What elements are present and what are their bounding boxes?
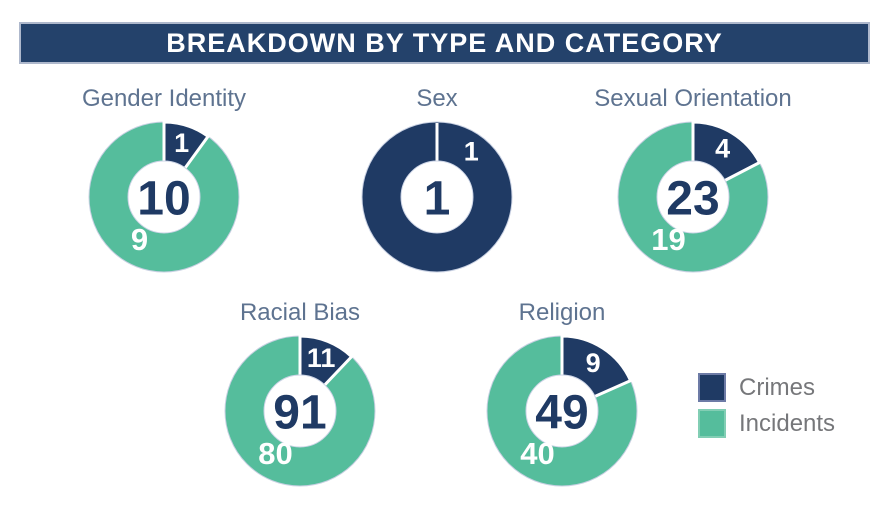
donut-hole	[525, 374, 599, 448]
crimes-value-label: 1	[464, 136, 479, 166]
donut-svg-religion: 49 9 40	[486, 334, 638, 487]
legend-item-crimes: Crimes	[698, 373, 835, 402]
donut-total-value: 1	[424, 173, 451, 226]
crimes-value-label: 4	[715, 133, 730, 163]
incidents-swatch	[698, 409, 726, 438]
header-bar: BREAKDOWN BY TYPE AND CATEGORY	[19, 22, 870, 64]
incidents-value-label: 19	[651, 222, 685, 257]
donut-hole	[400, 160, 474, 234]
incidents-value-label: 80	[258, 436, 292, 471]
donut-chart-racial-bias: Racial Bias 91 11 80	[185, 299, 415, 510]
donut-total-value: 10	[137, 173, 190, 226]
donut-total-value: 91	[273, 387, 326, 440]
donut-total-value: 23	[666, 173, 719, 226]
donut-svg-gender-identity: 10 1 9	[88, 120, 240, 273]
donut-hole	[656, 160, 730, 234]
donut-svg-racial-bias: 91 11 80	[224, 334, 376, 487]
donut-svg-sex: 11	[361, 121, 513, 273]
chart-title-sex: Sex	[416, 85, 458, 112]
donut-total-value: 49	[535, 387, 588, 440]
donut-hole	[263, 374, 337, 448]
chart-title-racial-bias: Racial Bias	[239, 299, 361, 326]
header-title: BREAKDOWN BY TYPE AND CATEGORY	[166, 27, 723, 58]
donut-chart-religion: Religion 49 9 40	[447, 299, 677, 510]
crimes-value-label: 1	[174, 128, 189, 158]
donut-svg-sexual-orientation: 23 4 19	[617, 120, 769, 273]
crimes-swatch	[698, 373, 726, 402]
donut-hole	[127, 160, 201, 234]
chart-title-gender-identity: Gender Identity	[81, 85, 247, 112]
legend-label-incidents: Incidents	[739, 410, 836, 437]
legend-item-incidents: Incidents	[698, 409, 835, 438]
incidents-value-label: 40	[520, 436, 554, 471]
donut-chart-sexual-orientation: Sexual Orientation 23 4 19	[578, 85, 808, 299]
incidents-value-label: 9	[131, 222, 148, 257]
legend: Crimes Incidents	[698, 373, 835, 445]
crimes-value-label: 9	[586, 348, 601, 378]
donut-chart-gender-identity: Gender Identity 10 1 9	[49, 85, 279, 299]
chart-title-sexual-orientation: Sexual Orientation	[594, 85, 792, 112]
legend-label-crimes: Crimes	[739, 374, 815, 401]
crimes-value-label: 11	[307, 343, 336, 373]
chart-title-religion: Religion	[518, 299, 606, 326]
